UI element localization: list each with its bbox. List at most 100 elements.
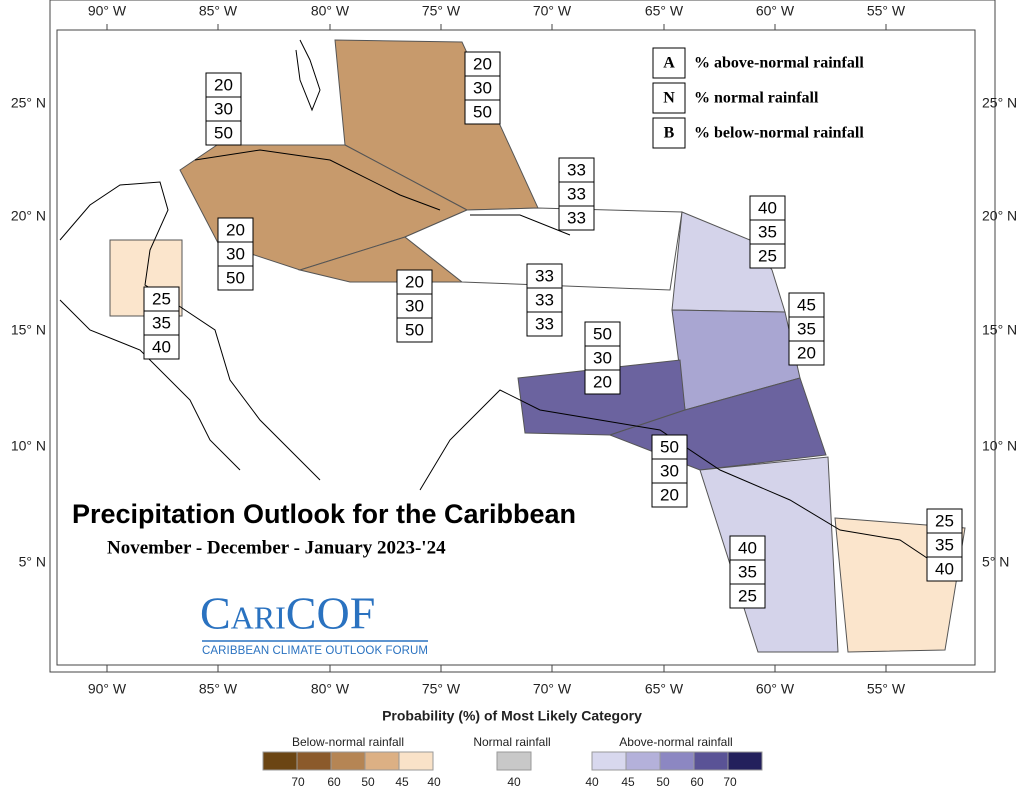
prob-normal: 35 <box>738 562 757 581</box>
lon-label: 85° W <box>199 3 238 19</box>
lat-label: 20° N <box>982 208 1017 224</box>
prob-box <box>788 316 825 342</box>
legend-tick: 45 <box>621 775 635 789</box>
lon-label: 80° W <box>311 681 350 697</box>
prob-normal: 33 <box>535 290 554 309</box>
lat-label: 10° N <box>982 438 1017 454</box>
coastlines <box>59 39 961 581</box>
florida <box>295 39 321 112</box>
lon-label: 70° W <box>533 3 572 19</box>
lon-label: 75° W <box>422 681 461 697</box>
prob-normal: 35 <box>152 313 171 332</box>
prob-below: 25 <box>758 246 777 265</box>
key-box <box>652 82 686 114</box>
logo-tagline: CARIBBEAN CLIMATE OUTLOOK FORUM <box>202 645 428 657</box>
prob-above: 33 <box>567 160 586 179</box>
prob-below: 20 <box>797 343 816 362</box>
legend-title: Probability (%) of Most Likely Category <box>382 708 642 724</box>
lat-label: 15° N <box>982 322 1017 338</box>
lat-label: 25° N <box>11 95 46 111</box>
legend-swatch <box>659 751 695 771</box>
lon-label: 70° W <box>533 681 572 697</box>
legend-swatch <box>296 751 332 771</box>
prob-above: 20 <box>214 75 233 94</box>
key-box <box>652 117 686 149</box>
legend-tick: 40 <box>507 775 521 789</box>
prob-above: 20 <box>473 54 492 73</box>
prob-above: 20 <box>226 220 245 239</box>
prob-below: 33 <box>567 208 586 227</box>
prob-box <box>205 72 242 98</box>
legend-group-name: Above-normal rainfall <box>619 735 732 749</box>
lon-label: 75° W <box>422 3 461 19</box>
lat-label: 15° N <box>11 322 46 338</box>
prob-below: 50 <box>226 268 245 287</box>
legend-tick: 50 <box>361 775 375 789</box>
legend-swatch <box>496 751 532 771</box>
prob-box <box>729 535 766 561</box>
prob-box <box>651 458 688 484</box>
legend-tick: 40 <box>427 775 441 789</box>
prob-below: 20 <box>593 372 612 391</box>
legend-tick: 70 <box>291 775 305 789</box>
prob-box <box>143 310 180 336</box>
prob-normal: 30 <box>226 244 245 263</box>
legend-group-name: Normal rainfall <box>473 735 550 749</box>
legend-tick: 70 <box>723 775 737 789</box>
prob-box <box>464 99 501 125</box>
prob-box <box>464 75 501 101</box>
prob-box <box>396 317 433 343</box>
legend-tick: 60 <box>327 775 341 789</box>
prob-normal: 30 <box>214 99 233 118</box>
prob-above: 50 <box>593 324 612 343</box>
prob-below: 50 <box>473 102 492 121</box>
legend-swatch <box>693 751 729 771</box>
legend-tick: 60 <box>690 775 704 789</box>
lon-label: 60° W <box>756 681 795 697</box>
logo-name: CariCOF <box>200 588 375 639</box>
prob-box <box>558 205 595 231</box>
prob-box <box>205 96 242 122</box>
lon-label: 65° W <box>645 3 684 19</box>
lon-label: 85° W <box>199 681 238 697</box>
prob-box <box>749 195 786 221</box>
prob-box <box>749 243 786 269</box>
lon-label: 90° W <box>88 681 127 697</box>
lon-label: 80° W <box>311 3 350 19</box>
prob-box <box>526 287 563 313</box>
prob-normal: 30 <box>660 461 679 480</box>
prob-box <box>217 265 254 291</box>
prob-above: 25 <box>152 289 171 308</box>
key-text: % above-normal rainfall <box>694 55 864 72</box>
lat-label: 25° N <box>982 95 1017 111</box>
prob-box <box>651 482 688 508</box>
title: Precipitation Outlook for the Caribbean <box>72 499 576 529</box>
prob-box <box>788 340 825 366</box>
prob-above: 45 <box>797 295 816 314</box>
key-letter: B <box>664 125 675 142</box>
prob-above: 20 <box>405 272 424 291</box>
legend-group-name: Below-normal rainfall <box>292 735 404 749</box>
prob-box <box>926 556 963 582</box>
legend-tick: 45 <box>395 775 409 789</box>
lat-label: 5° N <box>19 554 46 570</box>
prob-below: 20 <box>660 485 679 504</box>
prob-normal: 35 <box>797 319 816 338</box>
prob-box <box>558 157 595 183</box>
prob-above: 50 <box>660 437 679 456</box>
prob-box <box>396 269 433 295</box>
prob-box <box>526 311 563 337</box>
legend-tick: 40 <box>585 775 599 789</box>
legend-swatch <box>727 751 763 771</box>
subtitle: November - December - January 2023-'24 <box>107 537 446 558</box>
legend-tick: 50 <box>656 775 670 789</box>
legend-swatch <box>364 751 400 771</box>
prob-box <box>217 217 254 243</box>
prob-box <box>464 51 501 77</box>
lat-label: 5° N <box>982 554 1009 570</box>
prob-box <box>926 508 963 534</box>
prob-normal: 30 <box>593 348 612 367</box>
prob-above: 40 <box>758 198 777 217</box>
prob-normal: 35 <box>758 222 777 241</box>
